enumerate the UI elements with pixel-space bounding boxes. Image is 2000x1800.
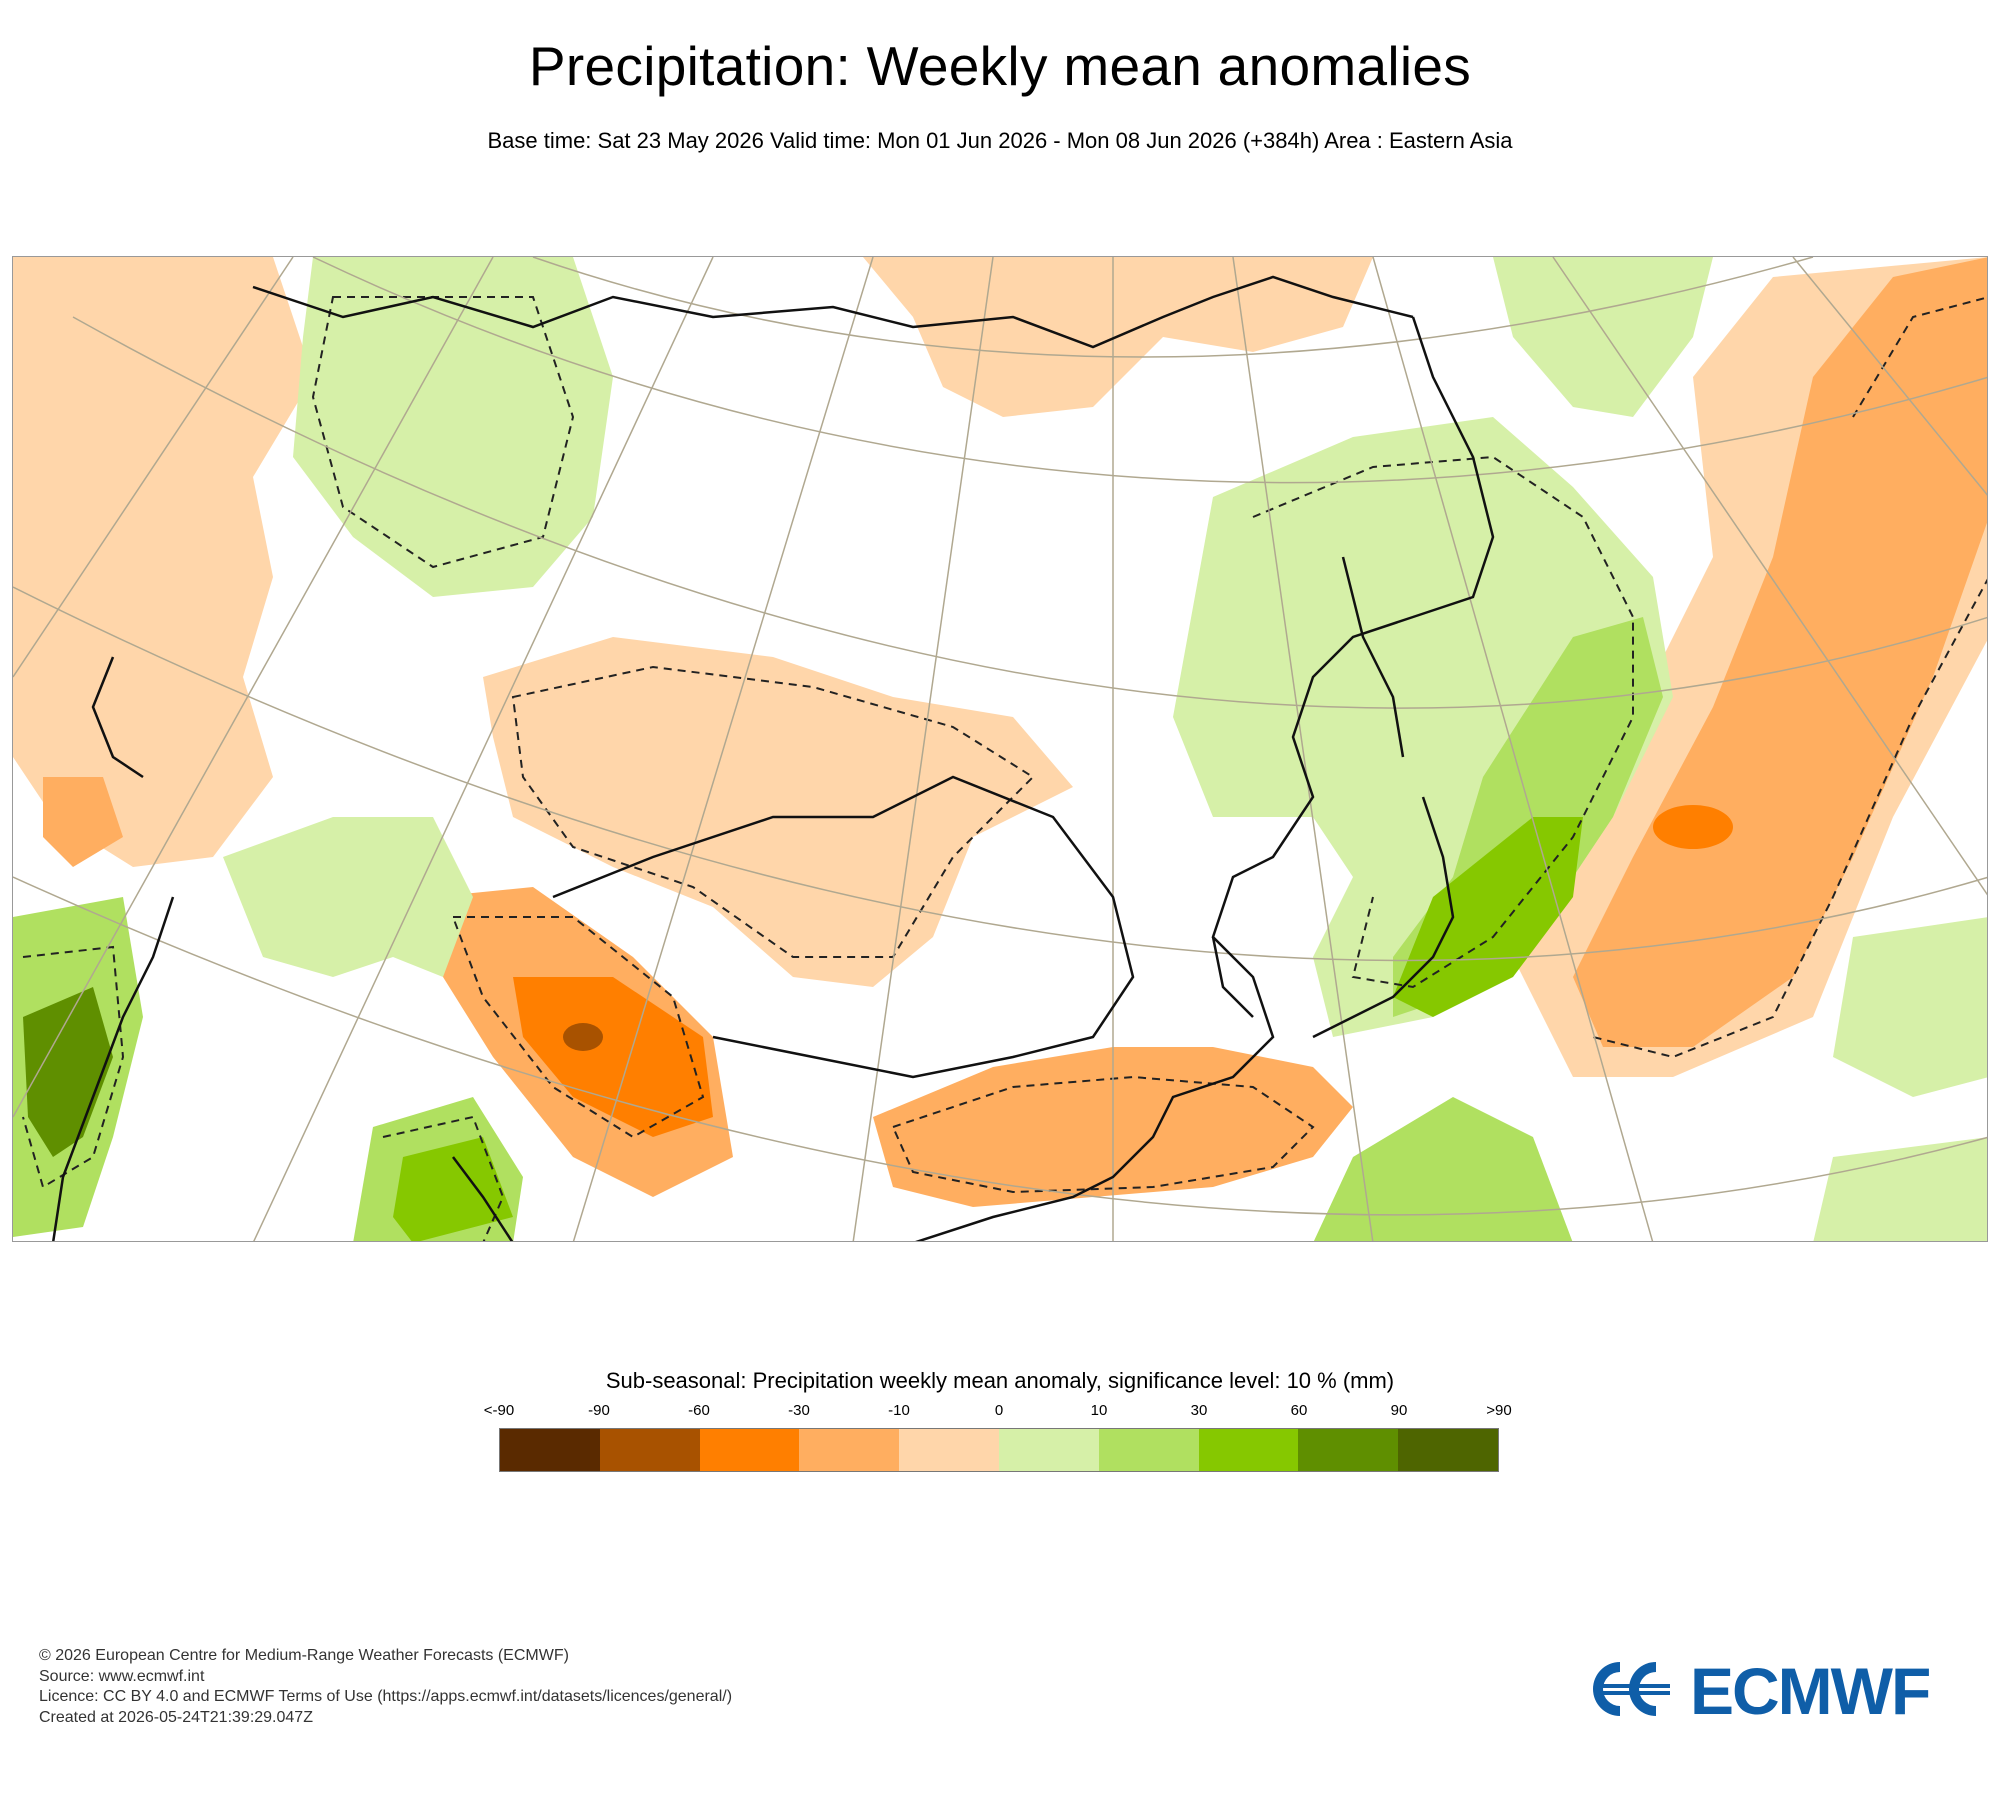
dry-region-pacific-band: [1573, 257, 1987, 1047]
coast-korea: [1211, 936, 1254, 1018]
legend-tick: 30: [1190, 1402, 1208, 1419]
legend-swatch: [998, 1429, 1099, 1471]
legend-swatch: [599, 1429, 700, 1471]
coast-red-sea: [52, 896, 175, 1241]
legend-swatch: [899, 1429, 999, 1471]
legend-swatch: [1298, 1429, 1399, 1471]
border-china: [552, 775, 1135, 1079]
legend-tick: 10: [1090, 1402, 1108, 1419]
legend-tick: -90: [588, 1402, 610, 1419]
legend-swatch: [799, 1429, 900, 1471]
legend-tick: 90: [1390, 1402, 1408, 1419]
legend-swatch: [1098, 1429, 1199, 1471]
footer-credits: © 2026 European Centre for Medium-Range …: [39, 1646, 732, 1728]
wet-anomaly-regions: [13, 257, 1987, 1241]
coast-sakhalin: [1341, 556, 1405, 758]
dry-region-himalaya-core: [563, 1023, 603, 1051]
coast-asia-east: [915, 316, 1495, 1241]
wet-region-mid-pacific: [1833, 917, 1987, 1097]
contour-russian-far-east: [1252, 455, 1634, 989]
coast-asia-north: [252, 275, 1414, 349]
footer-copyright: © 2026 European Centre for Medium-Range …: [39, 1647, 569, 1664]
contour-india: [382, 1115, 505, 1241]
legend-tick-row: <-90 -90 -60 -30 -10 0 10 30 60 90 >90: [484, 1402, 1512, 1422]
legend-tick: -30: [788, 1402, 810, 1419]
dry-region-pacific-core: [1653, 805, 1733, 849]
wet-region-west-pacific: [1313, 1097, 1573, 1241]
dry-anomaly-regions: [13, 257, 1987, 1207]
legend-tick: -60: [688, 1402, 710, 1419]
wet-region-kamchatka-north: [1493, 257, 1713, 417]
legend-tick: 60: [1290, 1402, 1308, 1419]
wet-region-ural: [293, 257, 613, 597]
legend-tick: -10: [888, 1402, 910, 1419]
contour-central-asia: [511, 665, 1035, 958]
dry-region-himalaya: [513, 977, 713, 1137]
coast-caspian: [91, 656, 144, 779]
significance-contours: [22, 296, 1987, 1241]
wet-region-japan-east: [1393, 817, 1583, 1017]
anomaly-map[interactable]: [12, 256, 1988, 1242]
coast-india: [452, 1156, 514, 1241]
dry-region-central-asia: [483, 637, 1073, 987]
contour-south-china: [891, 1075, 1315, 1194]
page-title: Precipitation: Weekly mean anomalies: [528, 35, 1472, 97]
ecmwf-logo[interactable]: ECMWF: [1590, 1654, 1962, 1728]
legend-color-bar: [499, 1428, 1499, 1472]
footer-licence: Licence: CC BY 4.0 and ECMWF Terms of Us…: [39, 1688, 733, 1705]
dry-region-west-siberia: [13, 257, 313, 867]
footer-source: Source: www.ecmwf.int: [39, 1667, 205, 1685]
ecmwf-logo-mark: ECMWF: [1593, 1654, 1931, 1728]
wet-region-india-core: [393, 1137, 513, 1241]
legend-swatch: [699, 1429, 800, 1471]
legend-tick: >90: [1486, 1402, 1512, 1419]
contour-red-sea: [22, 945, 125, 1189]
legend-swatch: [1198, 1429, 1299, 1471]
coast-japan: [1312, 796, 1455, 1039]
coastlines: [52, 275, 1495, 1241]
wet-region-red-sea-core: [23, 987, 113, 1157]
wet-region-kazakhstan: [223, 817, 473, 977]
legend-swatch: [1398, 1429, 1498, 1471]
contour-pacific-band: [1592, 296, 1987, 1059]
page-subtitle: Base time: Sat 23 May 2026 Valid time: M…: [487, 128, 1513, 153]
footer-created: Created at 2026-05-24T21:39:29.047Z: [39, 1708, 313, 1726]
wet-region-south-pacific: [1813, 1137, 1987, 1241]
graticule: [13, 257, 1987, 1241]
contour-ural: [311, 296, 575, 569]
legend-tick: <-90: [483, 1402, 515, 1419]
legend-tick: 0: [994, 1402, 1004, 1419]
contour-himalaya: [451, 916, 705, 1139]
legend-swatch: [500, 1429, 600, 1471]
legend-title: Sub-seasonal: Precipitation weekly mean …: [605, 1368, 1395, 1393]
ecmwf-logo-text: ECMWF: [1690, 1656, 1929, 1722]
map-canvas: [13, 257, 1987, 1241]
dry-region-arabia: [43, 777, 123, 867]
